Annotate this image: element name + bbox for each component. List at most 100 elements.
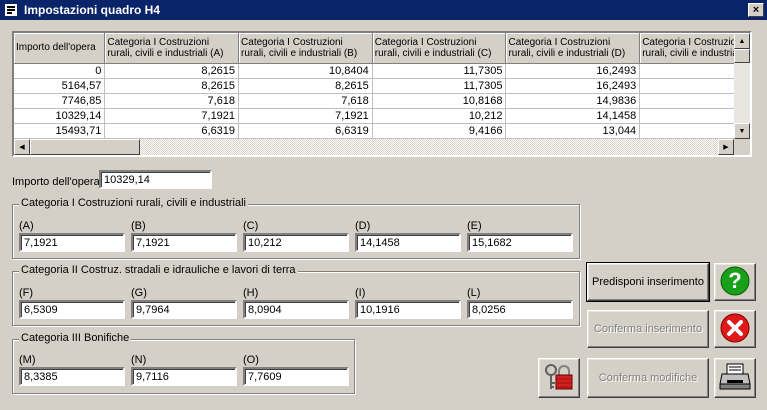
cat2-input[interactable]: 10,1916 — [355, 300, 461, 319]
cat1-field-label: (D) — [355, 220, 371, 232]
table-cell[interactable]: 7,1921 — [104, 108, 240, 124]
table-cell[interactable]: 16,2493 — [505, 78, 641, 94]
grid-header-4[interactable]: Categoria I Costruzioni rurali, civili e… — [505, 33, 641, 64]
horizontal-scroll-thumb[interactable] — [30, 139, 140, 155]
table-cell[interactable]: 13,044 — [505, 123, 641, 139]
table-cell[interactable]: 6,6319 — [238, 123, 373, 139]
table-cell[interactable]: 11,7305 — [372, 63, 507, 79]
cat3-input[interactable]: 9,7116 — [131, 367, 237, 386]
title-bar: Impostazioni quadro H4 × — [0, 0, 767, 20]
cat1-input[interactable]: 7,1921 — [131, 233, 237, 252]
cat2-field-label: (G) — [131, 287, 147, 299]
scroll-left-icon[interactable]: ◀ — [14, 139, 30, 155]
table-cell[interactable]: 10329,14 — [14, 108, 106, 124]
grid-header-0[interactable]: Importo dell'opera — [14, 33, 106, 64]
grid-header-1[interactable]: Categoria I Costruzioni rurali, civili e… — [104, 33, 240, 64]
table-cell[interactable]: 7746,85 — [14, 93, 106, 109]
vertical-scrollbar[interactable]: ▲ ▼ — [734, 33, 750, 139]
importo-field[interactable]: 10329,14 — [99, 170, 212, 189]
scrollbar-corner — [734, 139, 750, 155]
cat2-field-label: (H) — [243, 287, 259, 299]
grid-header-3[interactable]: Categoria I Costruzioni rurali, civili e… — [372, 33, 507, 64]
lock-keys-icon — [543, 361, 575, 396]
table-cell[interactable]: 10,8404 — [238, 63, 373, 79]
table-cell[interactable]: 14,9836 — [505, 93, 641, 109]
cancel-button[interactable] — [714, 310, 756, 348]
grid-header-5[interactable]: Categoria I Costruzio rurali, civili e i… — [639, 33, 750, 64]
cat1-field-label: (C) — [243, 220, 259, 232]
cat2-field-label: (F) — [19, 287, 34, 299]
table-cell[interactable]: 7,1921 — [238, 108, 373, 124]
table-cell[interactable]: 9,4166 — [372, 123, 507, 139]
conferma-inserimento-button[interactable]: Conferma inserimento — [587, 310, 709, 348]
scroll-down-icon[interactable]: ▼ — [734, 123, 750, 139]
conferma-modifiche-label: Conferma modifiche — [598, 372, 698, 384]
table-cell[interactable]: 8,2615 — [104, 78, 240, 94]
scroll-up-icon[interactable]: ▲ — [734, 33, 750, 49]
data-grid[interactable]: Importo dell'opera Categoria I Costruzion… — [12, 31, 752, 157]
scroll-right-icon[interactable]: ▶ — [718, 139, 734, 155]
printer-icon — [718, 362, 752, 395]
conferma-inserimento-label: Conferma inserimento — [593, 323, 703, 335]
help-icon: ? — [719, 265, 751, 300]
close-button[interactable]: × — [748, 3, 764, 17]
predisponi-inserimento-button[interactable]: Predisponi inserimento — [586, 262, 710, 302]
table-cell[interactable]: 8,2615 — [238, 78, 373, 94]
cat2-input[interactable]: 9,7964 — [131, 300, 237, 319]
cat2-input[interactable]: 6,5309 — [19, 300, 125, 319]
table-cell[interactable]: 0 — [14, 63, 106, 79]
vertical-scroll-thumb[interactable] — [734, 49, 750, 63]
horizontal-scrollbar[interactable]: ◀ ▶ — [14, 139, 734, 155]
table-cell[interactable]: 14,1458 — [505, 108, 641, 124]
conferma-modifiche-button[interactable]: Conferma modifiche — [587, 358, 709, 398]
table-cell[interactable]: 5164,57 — [14, 78, 106, 94]
cat1-field-label: (A) — [19, 220, 34, 232]
cancel-icon — [719, 312, 751, 347]
group-categoria-1: Categoria I Costruzioni rurali, civili e… — [12, 197, 580, 259]
group-categoria-2-title: Categoria II Costruz. stradali e idrauli… — [19, 264, 298, 276]
svg-text:?: ? — [728, 268, 741, 293]
app-icon — [4, 3, 18, 17]
cat1-input[interactable]: 15,1682 — [467, 233, 573, 252]
cat1-field-label: (E) — [467, 220, 482, 232]
cat2-field-label: (L) — [467, 287, 481, 299]
table-cell[interactable]: 10,212 — [372, 108, 507, 124]
table-cell[interactable]: 11,7305 — [372, 78, 507, 94]
cat1-input[interactable]: 10,212 — [243, 233, 349, 252]
cat3-input[interactable]: 8,3385 — [19, 367, 125, 386]
window-title: Impostazioni quadro H4 — [24, 3, 161, 17]
table-cell[interactable]: 15493,71 — [14, 123, 106, 139]
cat2-input[interactable]: 8,0256 — [467, 300, 573, 319]
table-cell[interactable]: 7,618 — [104, 93, 240, 109]
table-cell[interactable]: 8,2615 — [104, 63, 240, 79]
group-categoria-3-title: Categoria III Bonifiche — [19, 332, 132, 344]
lock-keys-button[interactable] — [538, 358, 580, 398]
cat1-input[interactable]: 14,1458 — [355, 233, 461, 252]
group-categoria-3: Categoria III Bonifiche — [12, 332, 355, 394]
help-button[interactable]: ? — [714, 263, 756, 301]
group-categoria-1-title: Categoria I Costruzioni rurali, civili e… — [19, 197, 248, 209]
table-cell[interactable]: 6,6319 — [104, 123, 240, 139]
cat1-input[interactable]: 7,1921 — [19, 233, 125, 252]
group-categoria-2: Categoria II Costruz. stradali e idrauli… — [12, 264, 580, 326]
predisponi-inserimento-label: Predisponi inserimento — [592, 276, 704, 288]
cat3-input[interactable]: 7,7609 — [243, 367, 349, 386]
cat3-field-label: (N) — [131, 354, 147, 366]
table-cell[interactable]: 16,2493 — [505, 63, 641, 79]
cat3-field-label: (M) — [19, 354, 36, 366]
table-cell[interactable]: 7,618 — [238, 93, 373, 109]
cat2-input[interactable]: 8,0904 — [243, 300, 349, 319]
cat3-field-label: (O) — [243, 354, 259, 366]
cat2-field-label: (I) — [355, 287, 366, 299]
grid-table: Importo dell'opera Categoria I Costruzion… — [14, 33, 750, 139]
grid-header-2[interactable]: Categoria I Costruzioni rurali, civili e… — [238, 33, 373, 64]
print-button[interactable] — [714, 358, 756, 398]
table-cell[interactable]: 10,8168 — [372, 93, 507, 109]
importo-label: Importo dell'opera — [12, 176, 100, 188]
cat1-field-label: (B) — [131, 220, 146, 232]
